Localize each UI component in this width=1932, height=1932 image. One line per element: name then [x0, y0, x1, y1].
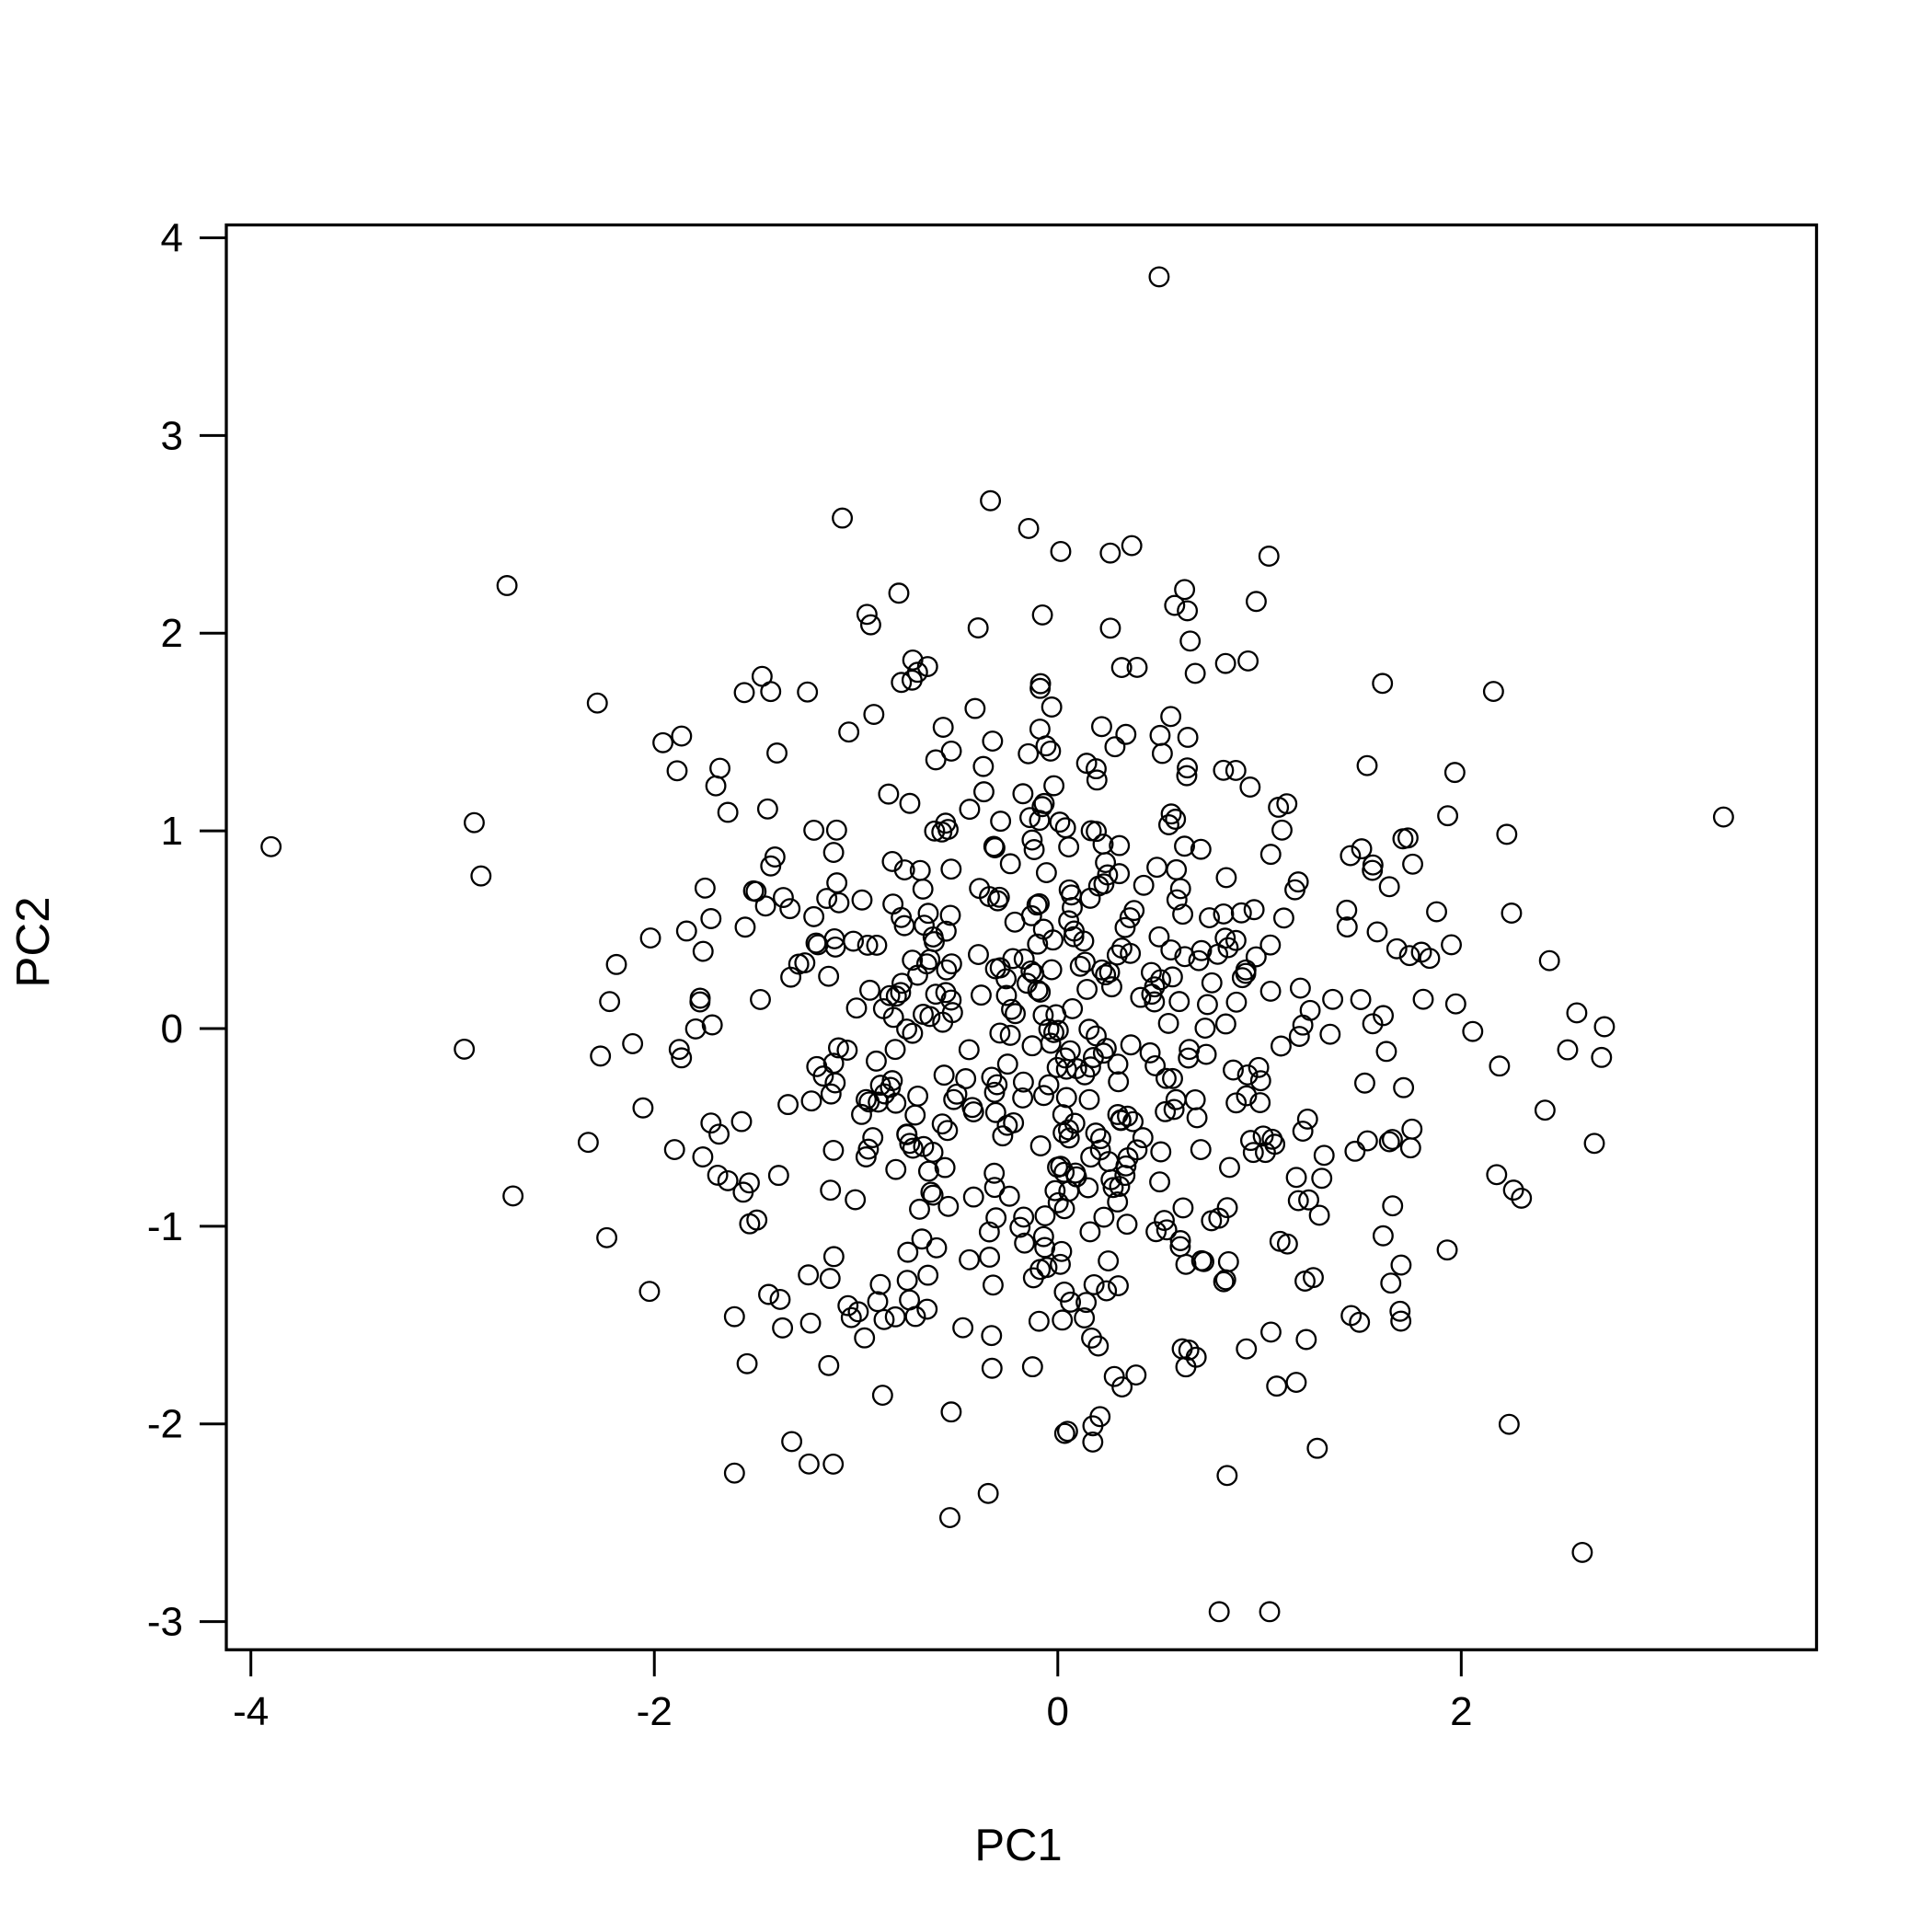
svg-text:-2: -2 — [147, 1402, 183, 1447]
svg-text:2: 2 — [1450, 1689, 1472, 1734]
svg-text:0: 0 — [1047, 1689, 1069, 1734]
svg-text:-3: -3 — [147, 1600, 183, 1645]
svg-text:PC1: PC1 — [974, 1821, 1062, 1870]
svg-text:PC2: PC2 — [6, 896, 59, 987]
svg-text:-4: -4 — [233, 1689, 269, 1734]
svg-text:2: 2 — [161, 611, 183, 656]
svg-text:4: 4 — [161, 216, 183, 261]
svg-text:-1: -1 — [147, 1204, 183, 1249]
svg-text:1: 1 — [161, 809, 183, 854]
svg-text:-2: -2 — [637, 1689, 673, 1734]
svg-text:3: 3 — [161, 413, 183, 458]
svg-text:0: 0 — [161, 1006, 183, 1052]
